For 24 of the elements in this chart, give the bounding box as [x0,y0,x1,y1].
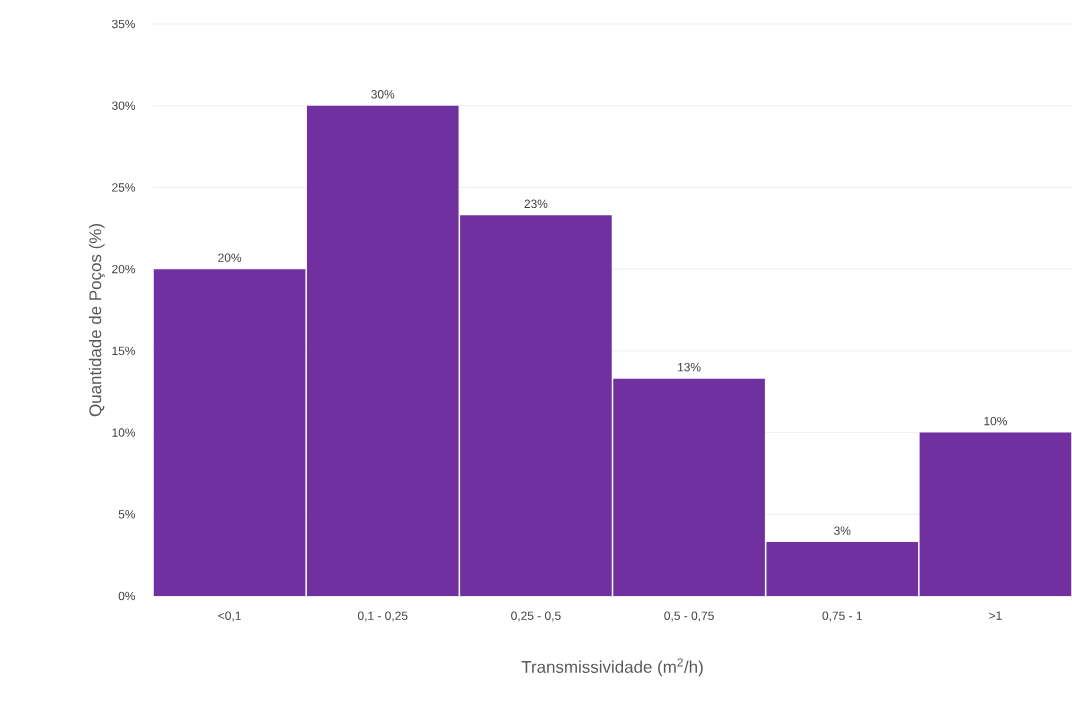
data-label: 10% [984,416,1007,426]
data-label: 23% [524,199,548,208]
bar [153,269,306,596]
x-tick-label: 0,25 - 0,5 [511,611,561,622]
data-label: 30% [371,90,395,99]
y-tick-label: 20% [112,264,136,274]
x-tick-label: 0,5 - 0,75 [664,611,714,622]
data-label: 13% [678,362,701,372]
y-tick-label: 0% [118,591,136,601]
x-tick-label: >1 [989,611,1002,620]
x-tick-label: 0,75 - 1 [822,611,862,622]
y-tick-label: 10% [112,428,136,437]
data-label: 20% [218,253,242,262]
x-tick-label: 0,1 - 0,25 [357,611,408,622]
y-tick-label: 25% [112,183,136,192]
bar [919,432,1072,596]
y-tick-label: 35% [112,19,136,29]
x-tick-label: <0,1 [218,611,241,622]
data-label: 3% [834,526,851,535]
y-tick-label: 15% [112,346,136,356]
x-axis-title: Transmissividade (m$^{2}$/h) [521,658,703,677]
y-tick-label: 5% [118,510,136,519]
y-tick-label: 30% [112,101,136,110]
y-axis-title: Quantidade de Poços (%) [88,224,105,417]
